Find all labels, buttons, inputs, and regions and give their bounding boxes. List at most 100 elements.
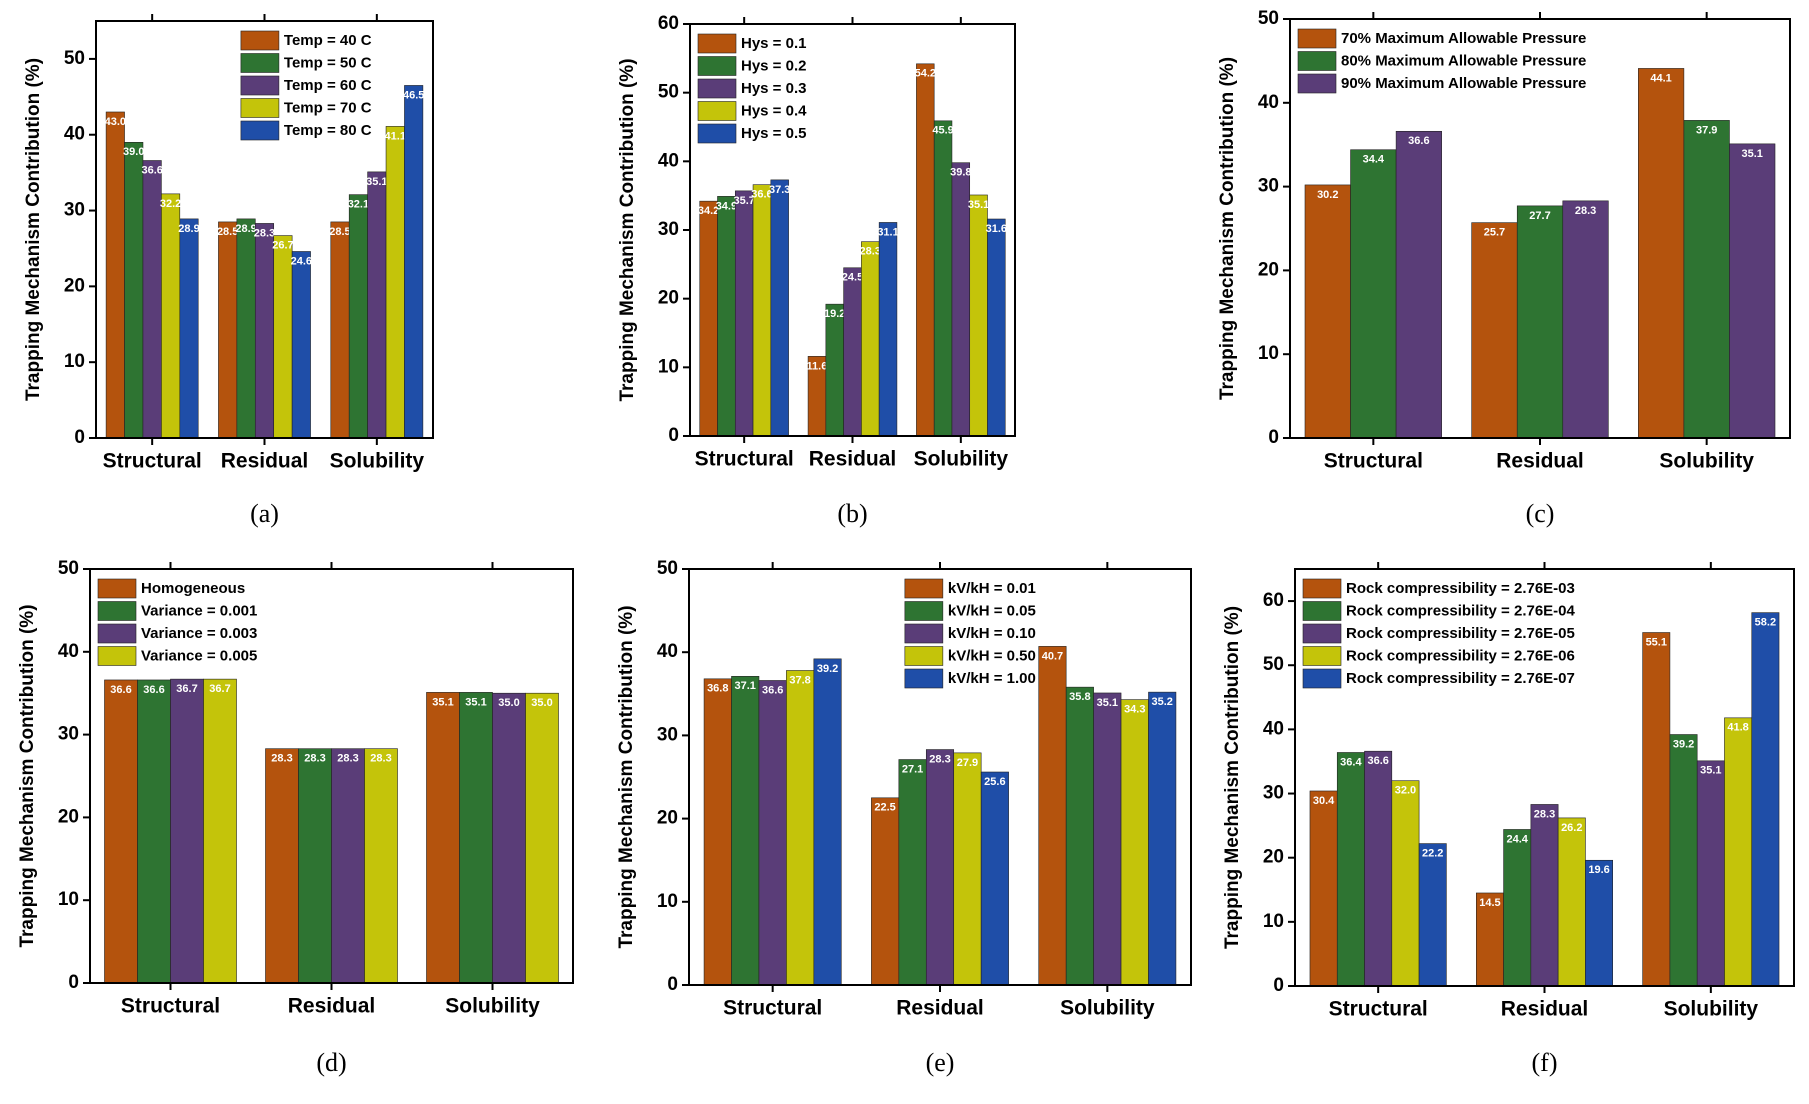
bar [1516,205,1564,439]
bar [1669,734,1698,987]
value-label: 14.5 [1479,897,1500,909]
value-label: 19.2 [824,308,845,320]
bar [786,670,815,986]
panel-caption: (e) [926,1048,955,1077]
bar [104,679,138,984]
bar [105,111,125,439]
y-tick-label: 30 [657,724,678,745]
legend-swatch [1302,578,1342,599]
bar [236,218,256,439]
legend-swatch [1302,601,1342,621]
y-tick-label: 50 [658,82,679,103]
legend-label: kV/kH = 0.05 [948,602,1036,619]
value-label: 37.8 [789,674,810,686]
y-tick-label: 40 [64,124,85,145]
y-tick-label: 10 [64,351,85,372]
bar [364,748,398,984]
bar [770,179,789,437]
x-tick-label: Residual [896,997,984,1020]
legend-label: Hys = 0.5 [741,125,806,142]
bar [1309,790,1338,987]
y-tick-label: 20 [658,288,679,309]
value-label: 28.3 [337,753,358,765]
bar [291,251,311,439]
legend-label: Variance = 0.001 [141,602,257,619]
value-label: 36.6 [141,164,162,176]
value-label: 37.1 [735,680,756,692]
panel: 30.2 25.7 44.1 34.4 27.7 37.9 36.6 28.3 35.1 0 10 2… [1217,8,1791,528]
value-label: 40.7 [1042,650,1063,662]
value-label: 27.1 [902,763,923,775]
bar [1696,760,1725,987]
plot-frame [1289,18,1791,439]
y-tick-label: 50 [1258,8,1279,29]
bar [1418,843,1447,987]
legend-swatch [97,646,137,666]
value-label: 34.3 [1124,704,1145,716]
legend-label: 80% Maximum Allowable Pressure [1341,52,1586,69]
value-label: 35.1 [1700,765,1721,777]
bar [298,748,332,984]
legend-label: Temp = 60 C [284,77,372,94]
value-label: 39.2 [1673,738,1694,750]
value-label: 28.3 [1534,808,1555,820]
value-label: 35.0 [498,697,519,709]
value-label: 34.2 [698,205,719,217]
bar [1751,612,1780,987]
value-label: 37.9 [1696,124,1717,136]
bar [699,200,718,437]
value-label: 45.9 [932,125,953,137]
value-label: 37.3 [769,184,790,196]
legend-swatch [240,120,280,141]
bar [1729,143,1776,439]
value-label: 35.2 [1152,696,1173,708]
y-tick-label: 60 [1263,590,1284,611]
legend-swatch [97,578,137,599]
y-tick-label: 40 [58,641,79,662]
y-tick-label: 50 [1263,654,1284,675]
bar [1471,222,1518,439]
bar [385,126,405,439]
value-label: 36.4 [1340,756,1362,768]
value-label: 36.7 [176,683,197,695]
legend-swatch [904,623,944,644]
value-label: 30.4 [1313,795,1335,807]
value-label: 25.6 [984,776,1005,788]
y-tick-label: 50 [64,48,85,69]
value-label: 35.7 [733,195,754,207]
legend-swatch [1297,28,1337,49]
legend-label: Variance = 0.005 [141,647,257,664]
legend-label: Homogeneous [141,580,245,597]
value-label: 28.9 [235,223,256,235]
bar [179,218,199,439]
bar [525,692,559,984]
bar [331,748,365,984]
legend-swatch [240,75,280,96]
value-label: 35.8 [1069,691,1090,703]
value-label: 31.1 [877,226,898,238]
plot-frame [1294,568,1795,987]
value-label: 34.9 [716,200,737,212]
y-tick-label: 10 [657,891,678,912]
value-label: 30.2 [1317,189,1338,201]
bar [1038,646,1067,986]
legend-swatch [240,98,280,118]
y-axis-label: Trapping Mechanism Contribution (%) [616,605,637,948]
value-label: 22.2 [1422,847,1443,859]
panel: 30.4 14.5 55.1 36.4 24.4 39.2 36.6 28.3 35.1 32.0… [1222,562,1795,1077]
x-tick-label: Residual [809,448,897,471]
y-tick-label: 10 [58,889,79,910]
legend-label: Temp = 40 C [284,32,372,49]
y-tick-label: 30 [58,724,79,745]
value-label: 26.7 [272,239,293,251]
value-label: 35.1 [465,696,486,708]
bar [1557,817,1586,987]
bar [1336,752,1365,987]
legend-swatch [904,668,944,689]
bar [1724,717,1753,987]
legend-label: Rock compressibility = 2.76E-03 [1346,580,1575,597]
bar [142,160,162,439]
bar [348,194,368,439]
value-label: 32.2 [160,198,181,210]
